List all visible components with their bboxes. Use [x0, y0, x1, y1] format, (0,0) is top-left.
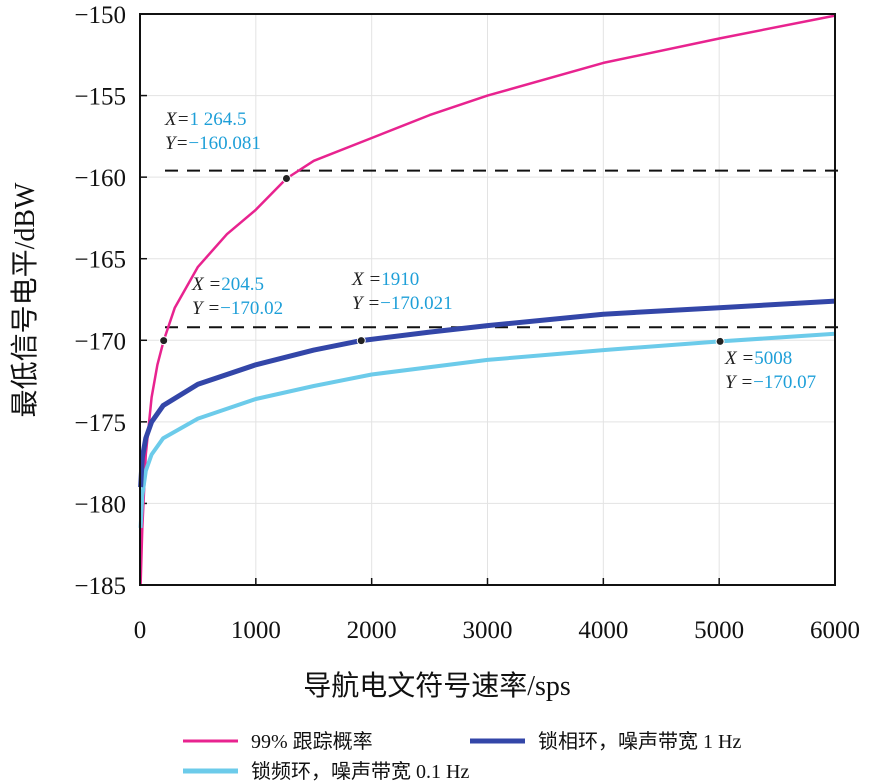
annotation-y-label: Y = [725, 372, 753, 393]
y-tick-label: −150 [74, 2, 126, 29]
plot-frame [139, 13, 836, 586]
x-tick-label: 3000 [463, 617, 513, 644]
annotation-y-label: Y= [165, 133, 188, 154]
legend-label: 99% 跟踪概率 [251, 730, 373, 753]
annotation-y: Y =−170.02 [192, 298, 283, 319]
annotation-x: X =1910 [351, 269, 419, 290]
x-tick-label: 2000 [347, 617, 397, 644]
y-tick-label: −165 [74, 247, 126, 274]
annotation-x-label: X = [351, 269, 381, 290]
series-line [138, 298, 836, 488]
data-point-marker [281, 173, 291, 183]
annotation-x-label: X= [164, 109, 189, 130]
annotation-x: X =5008 [724, 348, 792, 369]
annotation-x-value: 5008 [754, 348, 792, 369]
annotation-y-value: −170.02 [220, 298, 283, 319]
series-group [138, 14, 836, 586]
data-point-marker [715, 336, 725, 346]
x-tick-label: 6000 [810, 617, 860, 644]
annotation-x-value: 204.5 [221, 274, 264, 295]
annotation-y-value: −170.021 [380, 293, 452, 314]
series-line [139, 14, 836, 586]
legend: 99% 跟踪概率 锁相环，噪声带宽 1 Hz 锁频环，噪声带宽 0.1 Hz [183, 730, 741, 783]
y-tick-label: −180 [74, 491, 126, 518]
y-axis-label: 最低信号电平/dBW [9, 182, 41, 417]
y-tick-label: −185 [74, 573, 126, 600]
series-line [138, 331, 836, 529]
annotation-x: X=1 264.5 [164, 109, 246, 130]
legend-label: 锁相环，噪声带宽 1 Hz [538, 730, 741, 753]
reference-lines [165, 169, 840, 329]
annotation-y-label: Y = [352, 293, 380, 314]
annotation-x-value: 1910 [381, 269, 419, 290]
y-tick-label: −160 [74, 165, 126, 192]
x-tick-label: 1000 [231, 617, 281, 644]
tick-labels: 0 1000 2000 3000 4000 5000 6000 −150 −155 −160 −16… [74, 2, 860, 644]
annotation-x: X =204.5 [191, 274, 264, 295]
legend-label: 锁频环，噪声带宽 0.1 Hz [251, 760, 469, 783]
annotation-x-value: 1 264.5 [189, 109, 246, 130]
annotation-y: Y =−170.07 [725, 372, 816, 393]
annotation-x-label: X = [724, 348, 754, 369]
annotation-y-label: Y = [192, 298, 220, 319]
x-axis-label: 导航电文符号速率/sps [303, 670, 571, 702]
x-tick-label: 0 [134, 617, 147, 644]
annotation-y: Y=−160.081 [165, 133, 261, 154]
data-point-marker [356, 336, 366, 346]
y-tick-label: −170 [74, 328, 126, 355]
annotation-points [159, 173, 725, 346]
x-tick-label: 4000 [578, 617, 628, 644]
x-tick-label: 5000 [694, 617, 744, 644]
annotation-y-value: −160.081 [188, 133, 260, 154]
y-tick-label: −155 [74, 84, 126, 111]
annotation-y: Y =−170.021 [352, 293, 453, 314]
annotation-y-value: −170.07 [753, 372, 816, 393]
data-point-marker [159, 336, 169, 346]
annotation-x-label: X = [191, 274, 221, 295]
y-tick-label: −175 [74, 410, 126, 437]
